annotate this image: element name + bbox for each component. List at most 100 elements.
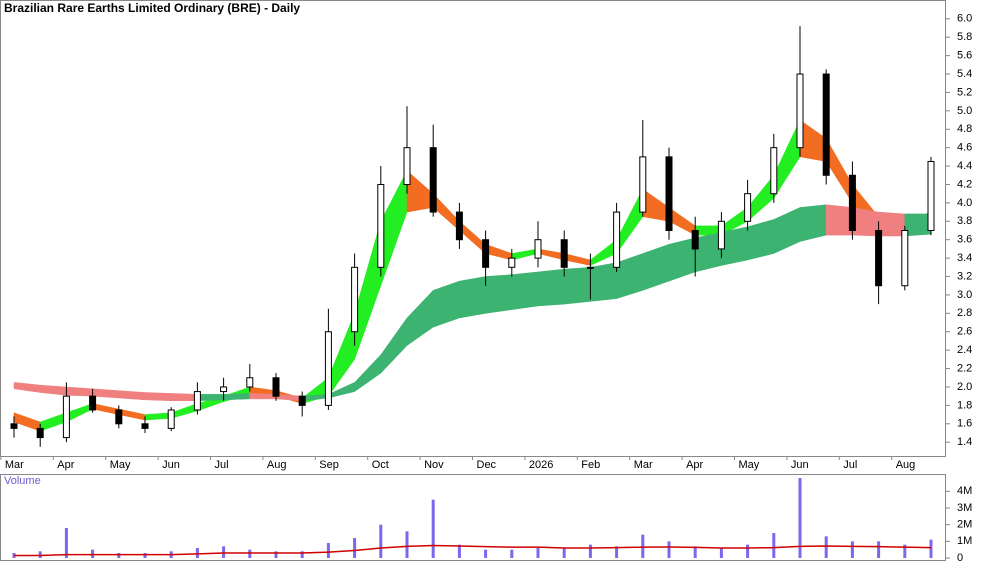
- x-tick-label: May: [739, 459, 760, 471]
- band-segment: [66, 386, 93, 397]
- band-segment: [118, 390, 146, 401]
- volume-bar: [615, 546, 619, 558]
- volume-bar: [457, 544, 461, 558]
- candle-body: [613, 211, 621, 268]
- volume-bar: [248, 549, 252, 558]
- band-segment: [747, 219, 775, 261]
- y-tick-label: 1.8: [957, 399, 972, 411]
- volume-bar: [222, 546, 226, 558]
- band-segment: [223, 393, 251, 401]
- y-tick-label: 4M: [957, 485, 972, 497]
- x-tick-label: Jul: [215, 459, 229, 471]
- candle-body: [298, 395, 306, 406]
- y-tick-label: 6.0: [957, 13, 972, 25]
- candle-body: [770, 147, 778, 195]
- y-tick-label: 3M: [957, 502, 972, 514]
- y-tick-label: 2.6: [957, 326, 972, 338]
- volume-bar: [562, 548, 566, 558]
- candle-body: [508, 257, 516, 268]
- candle-body: [717, 220, 725, 250]
- candle-body: [403, 147, 411, 185]
- band-segment: [170, 393, 198, 402]
- volume-bar: [353, 538, 357, 558]
- volume-bar: [903, 544, 907, 558]
- volume-bar: [877, 541, 881, 558]
- x-tick-label: Jun: [791, 459, 809, 471]
- band-segment: [904, 213, 932, 237]
- band-segment: [485, 274, 513, 314]
- y-tick-label: 4.4: [957, 160, 972, 172]
- volume-bar: [379, 524, 383, 558]
- y-tick-label: 4.2: [957, 178, 972, 190]
- volume-bar: [300, 551, 304, 558]
- candle-body: [36, 427, 44, 439]
- volume-bar: [510, 549, 514, 558]
- x-tick-label: Apr: [686, 459, 703, 471]
- band-segment: [825, 204, 853, 236]
- candle-body: [744, 193, 752, 222]
- candle-body: [560, 239, 568, 268]
- y-tick-label: 2.0: [957, 381, 972, 393]
- x-tick-label: May: [110, 459, 131, 471]
- candle-body: [875, 230, 883, 287]
- y-tick-label: 1.4: [957, 436, 972, 448]
- candle-body: [429, 147, 437, 213]
- y-tick-label: 4.0: [957, 197, 972, 209]
- volume-bar: [850, 541, 854, 558]
- volume-bar: [824, 536, 828, 558]
- volume-bar: [772, 533, 776, 558]
- x-tick-label: Aug: [267, 459, 287, 471]
- x-tick-label: Jun: [162, 459, 180, 471]
- candle-body: [586, 266, 594, 269]
- candle-body: [665, 156, 673, 231]
- band-segment: [563, 267, 591, 305]
- candle-body: [272, 377, 280, 397]
- volume-panel: [0, 474, 946, 561]
- candle-body: [927, 160, 935, 231]
- volume-bar: [326, 543, 330, 558]
- y-tick-label: 2.4: [957, 344, 972, 356]
- band-segment: [144, 392, 172, 402]
- candle-body: [351, 266, 359, 333]
- candle-body: [901, 230, 909, 287]
- band-segment: [459, 276, 486, 319]
- candle-body: [822, 73, 830, 176]
- y-tick-label: 5.6: [957, 50, 972, 62]
- y-tick-label: 4.6: [957, 142, 972, 154]
- candle-body: [141, 423, 149, 429]
- x-tick-label: Mar: [5, 459, 24, 471]
- volume-bar: [274, 551, 278, 558]
- x-tick-label: Apr: [57, 459, 74, 471]
- candle-body: [193, 391, 201, 411]
- volume-bar: [536, 548, 540, 558]
- candle-body: [796, 73, 804, 149]
- band-segment: [694, 232, 722, 273]
- candle-body: [691, 230, 699, 250]
- band-segment: [590, 262, 617, 302]
- volume-bar: [143, 553, 147, 558]
- candle-body: [482, 239, 490, 268]
- y-tick-label: 0: [957, 552, 963, 562]
- candle-body: [639, 156, 647, 213]
- y-tick-label: 3.4: [957, 252, 972, 264]
- band-segment: [852, 207, 879, 237]
- y-tick-label: 1.6: [957, 418, 972, 430]
- x-tick-label: Jul: [843, 459, 857, 471]
- volume-bar: [91, 549, 95, 558]
- volume-bar: [484, 549, 488, 558]
- band-segment: [537, 268, 565, 307]
- x-tick-label: 2026: [529, 459, 553, 471]
- volume-bar: [693, 546, 697, 558]
- candle-body: [848, 174, 856, 232]
- volume-bar: [117, 553, 121, 558]
- y-tick-label: 3.0: [957, 289, 972, 301]
- candle-body: [167, 409, 175, 429]
- chart-title: Brazilian Rare Earths Limited Ordinary (…: [4, 1, 300, 15]
- y-tick-label: 2.2: [957, 362, 972, 374]
- y-tick-label: 5.4: [957, 68, 972, 80]
- volume-bar: [719, 548, 723, 558]
- candle-body: [10, 423, 18, 429]
- band-segment: [249, 393, 277, 400]
- volume-bar: [431, 499, 435, 558]
